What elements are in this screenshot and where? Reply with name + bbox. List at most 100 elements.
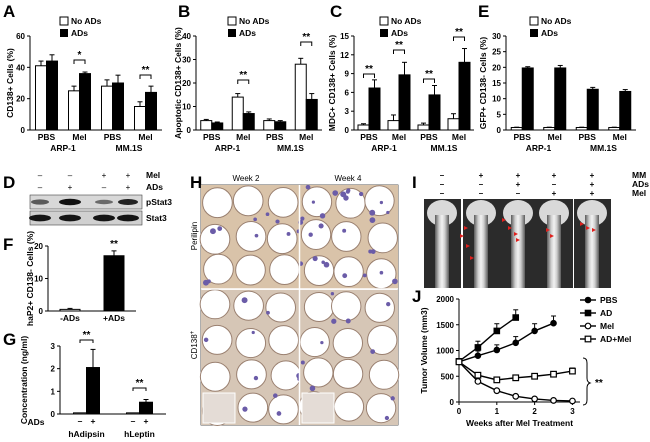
bar [586, 88, 599, 131]
chart-j: 0 500 1000 1500 2000 0 1 2 3 Weeks after Mel Trea… [419, 295, 631, 428]
panel-j-label: J [412, 287, 421, 306]
x-category-label: Mel [72, 132, 86, 142]
significance-label: ** [425, 69, 433, 80]
band-pstat3-1 [31, 199, 49, 205]
mel-sign-2: – [68, 171, 73, 180]
band-pstat3-4 [118, 199, 138, 205]
nucleus [300, 216, 305, 221]
legend-swatch-no-ads [529, 16, 539, 26]
bone-head [539, 200, 569, 226]
bar [357, 124, 370, 131]
legend-text-ads: ADs [541, 28, 558, 38]
significance-bracket [300, 41, 313, 46]
adipocyte [365, 393, 397, 424]
legend-c: No ADs ADs [379, 16, 422, 38]
legend-b: No ADs ADs [227, 16, 270, 38]
mel-sign-3: + [102, 171, 107, 180]
legend-swatch-ads [60, 29, 68, 37]
bar [368, 87, 381, 131]
nucleus [386, 301, 391, 307]
significance-bracket [363, 73, 375, 78]
y-tick-label: 0 [450, 398, 455, 407]
x-category-label: +ADs [103, 313, 125, 323]
legend-swatch-no-ads [59, 16, 69, 26]
data-point [550, 319, 557, 327]
adipocyte [333, 391, 365, 422]
nucleus [311, 200, 315, 204]
ads-sign-2: + [68, 183, 73, 192]
band-stat3-3 [93, 214, 115, 222]
adipocyte [235, 254, 266, 286]
band-stat3-1 [29, 214, 51, 222]
xray-mm-sign: + [590, 171, 595, 180]
y-tick-label: 0 [345, 126, 350, 135]
y-tick-label: 20 [34, 242, 43, 251]
xray-ads-label: ADs [632, 179, 649, 189]
legend-text-ads: ADs [71, 28, 88, 38]
x-category-label: hAdipsin [68, 429, 104, 439]
blot-strip-pstat3 [29, 194, 143, 210]
panel-i-label: I [412, 173, 417, 192]
legend-text-no-ads: No ADs [71, 16, 102, 26]
adipocyte [364, 185, 395, 217]
bone-shaft [435, 215, 449, 288]
panel-a-label: A [3, 2, 15, 21]
x-category-label: hLeptin [124, 429, 155, 439]
panel-d-label: D [3, 173, 15, 192]
data-point [569, 367, 576, 375]
adipocyte [265, 292, 297, 323]
legend-a: No ADs ADs [59, 16, 102, 38]
x-category-label: Mel [392, 132, 406, 142]
lesion-arrow [586, 226, 590, 230]
lesion-arrow [516, 238, 520, 242]
adipocyte [268, 394, 299, 425]
x-category-label: Mel [236, 132, 250, 142]
nucleus [369, 217, 376, 224]
significance-bracket [237, 79, 250, 84]
nucleus [369, 209, 376, 216]
xray-mel-sign: + [590, 189, 595, 198]
y-tick-label: 20 [16, 95, 25, 104]
y-tick-label: 12 [340, 51, 349, 60]
adipocyte [199, 223, 231, 255]
y-tick-label: 30 [182, 56, 191, 65]
adipocyte [235, 221, 267, 252]
nucleus [241, 297, 248, 304]
bar [294, 63, 307, 131]
y-tick-label: 20 [182, 79, 191, 88]
bone-shaft [547, 215, 561, 288]
bone-head [466, 200, 496, 226]
y-axis-label: Apoptotic CD138+ Cells (%) [173, 27, 183, 139]
adipocyte [199, 361, 231, 392]
x-tick-label: 2 [532, 407, 537, 416]
x-category-label: -ADs [60, 313, 80, 323]
bar [242, 113, 255, 131]
y-tick-label: 9 [345, 70, 350, 79]
legend-swatch-no-ads [379, 16, 389, 26]
x-category-label: PBS [266, 132, 284, 142]
lesion-arrow [502, 218, 506, 222]
nucleus [342, 228, 347, 233]
nucleus [331, 318, 337, 324]
xray-mm-sign: + [479, 171, 484, 180]
y-tick-label: 0 [21, 126, 26, 135]
bar [46, 60, 58, 131]
data-point [455, 358, 463, 366]
legend-swatch-ads [228, 29, 236, 37]
xray-ads-sign: – [552, 180, 557, 189]
nucleus [370, 349, 376, 354]
x-category-label: Mel [138, 132, 152, 142]
y-tick-label: 40 [182, 32, 191, 41]
x-group-label: ARP-1 [215, 143, 241, 153]
xray-mel-label: Mel [632, 188, 646, 198]
data-point [531, 372, 539, 380]
xray-mm-sign: + [516, 171, 521, 180]
legend-marker [584, 309, 592, 317]
bar [200, 120, 213, 131]
nucleus [253, 375, 259, 381]
ads-sign: – [78, 416, 83, 426]
y-tick-label: 1 [51, 387, 56, 396]
bar [263, 120, 276, 131]
